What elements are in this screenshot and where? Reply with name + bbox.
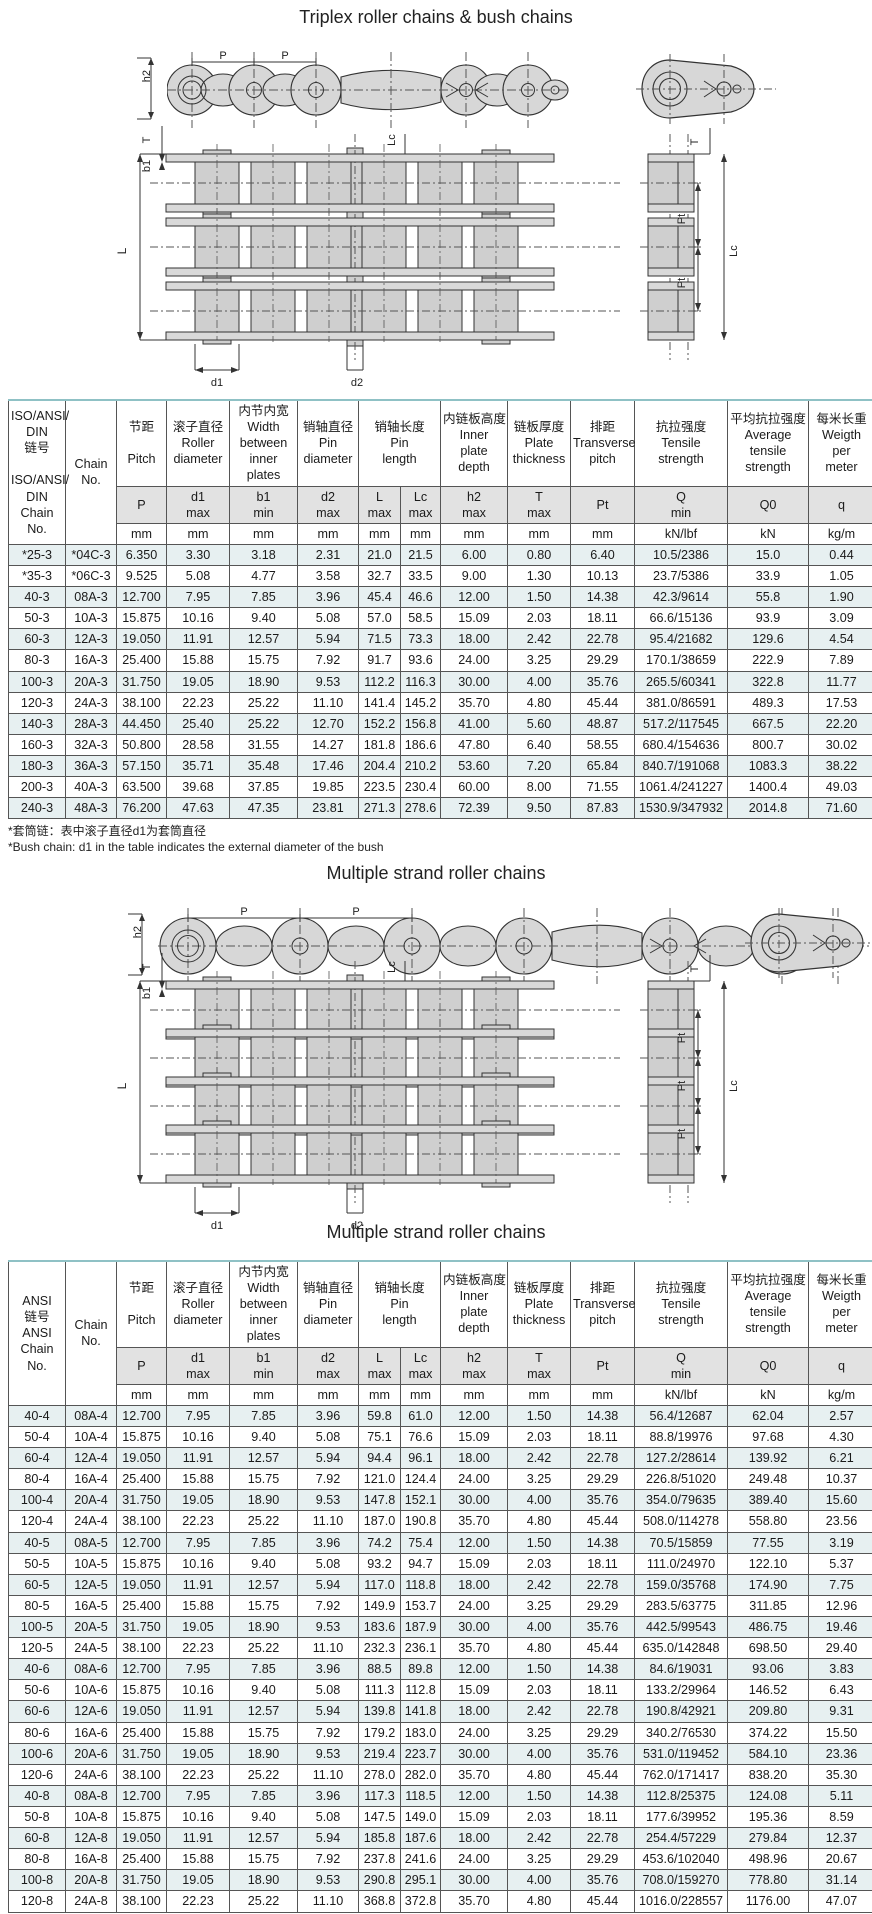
svg-text:Pt: Pt [676,1081,688,1091]
svg-text:T: T [689,138,701,145]
svg-text:P: P [281,50,288,62]
svg-text:Lc: Lc [728,1080,740,1092]
svg-text:d1: d1 [211,377,223,389]
svg-text:Pt: Pt [676,1129,688,1139]
svg-text:L: L [115,247,129,254]
svg-text:L: L [115,1082,129,1089]
svg-text:P: P [352,906,359,918]
svg-text:Pt: Pt [676,278,688,288]
svg-text:Lc: Lc [728,245,740,257]
svg-text:P: P [240,906,247,918]
svg-text:b1: b1 [141,987,153,999]
svg-text:P: P [219,50,226,62]
svg-text:b1: b1 [141,160,153,172]
svg-text:Pt: Pt [676,1033,688,1043]
svg-text:Lc: Lc [386,134,398,146]
svg-text:Pt: Pt [676,214,688,224]
svg-text:T: T [141,136,153,143]
svg-text:d2: d2 [351,377,363,389]
